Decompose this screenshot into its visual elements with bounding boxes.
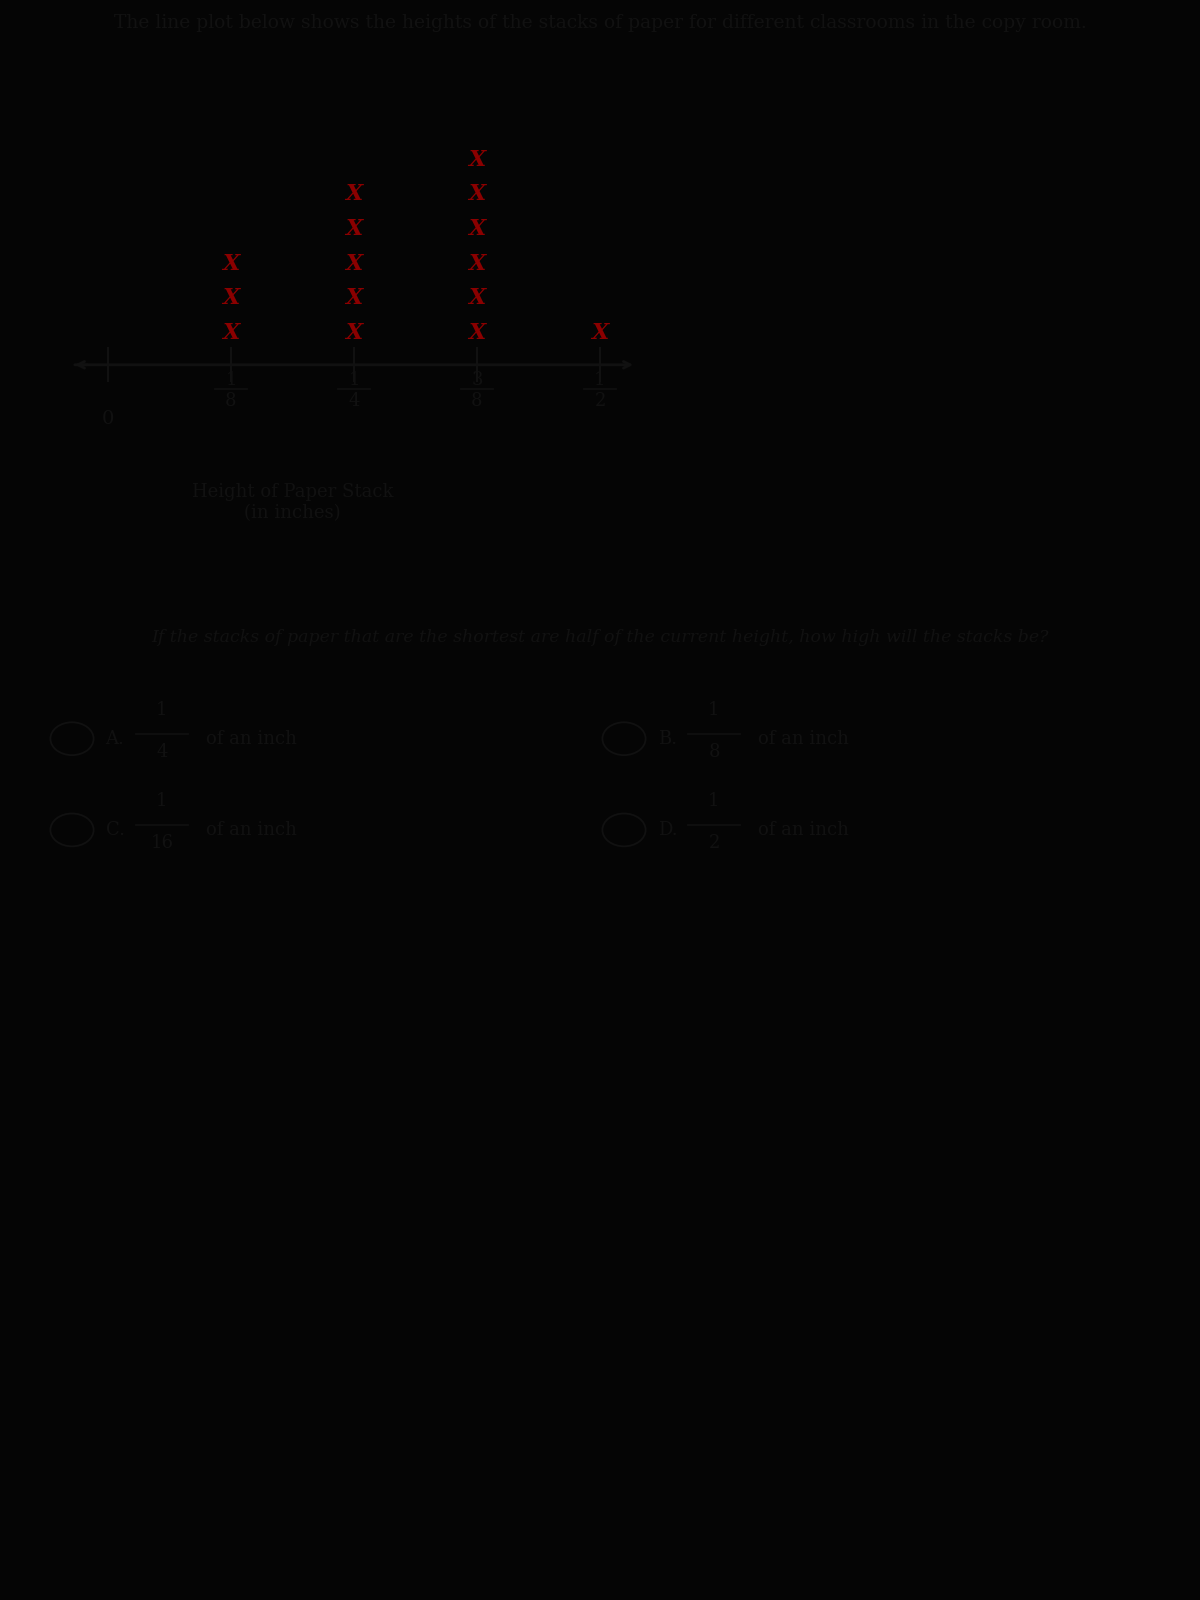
Text: 1: 1 — [708, 792, 720, 810]
Text: X: X — [222, 286, 240, 309]
Text: X: X — [222, 322, 240, 344]
Text: 1: 1 — [226, 371, 236, 389]
Text: 2: 2 — [708, 835, 720, 853]
Text: of an inch: of an inch — [758, 730, 850, 747]
Text: 8: 8 — [472, 392, 482, 410]
Text: 1: 1 — [348, 371, 360, 389]
Text: 3: 3 — [472, 371, 482, 389]
Text: 1: 1 — [156, 792, 168, 810]
Text: X: X — [468, 253, 486, 275]
Text: of an inch: of an inch — [206, 821, 298, 838]
Text: 8: 8 — [708, 744, 720, 762]
Text: X: X — [468, 322, 486, 344]
Text: X: X — [222, 253, 240, 275]
Text: 4: 4 — [348, 392, 360, 410]
Text: 2: 2 — [594, 392, 606, 410]
Text: A.: A. — [106, 730, 125, 747]
Text: 8: 8 — [226, 392, 236, 410]
Text: of an inch: of an inch — [206, 730, 298, 747]
Text: B.: B. — [658, 730, 677, 747]
Text: 16: 16 — [150, 835, 174, 853]
Text: X: X — [468, 286, 486, 309]
Text: 1: 1 — [708, 701, 720, 718]
Text: X: X — [592, 322, 608, 344]
Text: X: X — [346, 286, 362, 309]
Text: X: X — [468, 218, 486, 240]
Text: If the stacks of paper that are the shortest are half of the current height, how: If the stacks of paper that are the shor… — [151, 629, 1049, 646]
Text: 4: 4 — [156, 744, 168, 762]
Text: 0: 0 — [102, 411, 114, 429]
Text: X: X — [346, 182, 362, 205]
Text: X: X — [468, 182, 486, 205]
Text: 1: 1 — [156, 701, 168, 718]
Text: C.: C. — [106, 821, 125, 838]
Text: X: X — [346, 322, 362, 344]
Text: X: X — [468, 149, 486, 171]
Text: of an inch: of an inch — [758, 821, 850, 838]
Text: X: X — [346, 253, 362, 275]
Text: Height of Paper Stack
(in inches): Height of Paper Stack (in inches) — [192, 483, 394, 522]
Text: 1: 1 — [594, 371, 606, 389]
Text: X: X — [346, 218, 362, 240]
Text: The line plot below shows the heights of the stacks of paper for different class: The line plot below shows the heights of… — [114, 14, 1086, 32]
Text: D.: D. — [658, 821, 677, 838]
